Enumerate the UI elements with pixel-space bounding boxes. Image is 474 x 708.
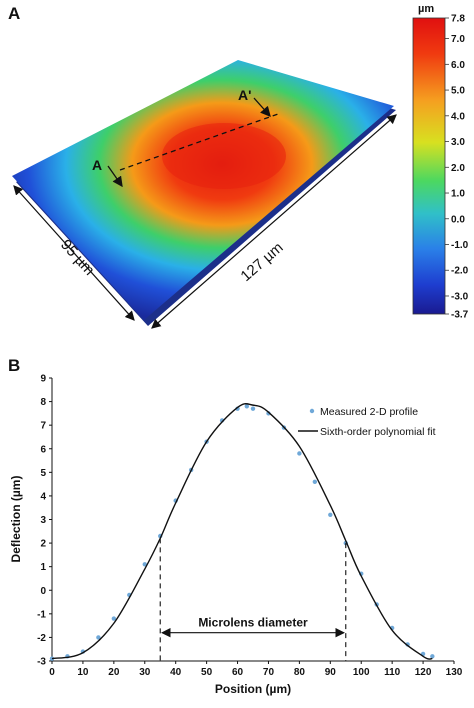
dim-width-label: 127 µm <box>237 239 286 285</box>
colorbar-tick-label: -3.7 <box>451 310 469 321</box>
x-tick-label: 60 <box>232 667 244 678</box>
colorbar-tick-label: 2.0 <box>451 163 465 174</box>
x-ticks: 0 10 20 30 40 50 60 70 80 90 100 110 120 130 <box>49 661 463 678</box>
colorbar-tick-label: 1.0 <box>451 189 465 200</box>
x-tick-label: 0 <box>49 667 55 678</box>
y-tick-label: 3 <box>40 515 46 526</box>
surface-plot-3d: A A' 95 µm 127 µm <box>12 60 397 329</box>
colorbar-ticks: 7.8 7.0 6.0 5.0 4.0 3.0 2.0 1.0 0.0 -1.0 -2.0 -3.0 -… <box>445 14 469 321</box>
profile-point <box>312 479 318 484</box>
section-label-left: A <box>92 157 102 173</box>
colorbar-tick-label: 4.0 <box>451 111 465 122</box>
y-ticks: -3 -2 -1 0 1 2 3 4 5 6 7 8 9 <box>37 374 52 668</box>
y-tick-label: 2 <box>40 539 46 550</box>
profile-point <box>244 404 250 409</box>
x-tick-label: 20 <box>108 667 120 678</box>
colorbar-tick-label: 5.0 <box>451 86 465 97</box>
panel-a-letter: A <box>8 4 21 23</box>
legend-marker-icon <box>309 408 315 414</box>
profile-point <box>111 616 117 621</box>
profile-point <box>142 562 147 567</box>
surface-plane <box>12 60 394 320</box>
colorbar-tick-label: -2.0 <box>451 266 469 277</box>
x-tick-label: 10 <box>77 667 89 678</box>
x-tick-label: 30 <box>139 667 151 678</box>
section-arrow-left <box>107 165 123 188</box>
x-tick-label: 120 <box>415 667 432 678</box>
y-tick-label: -2 <box>37 633 46 644</box>
colorbar-tick-label: -3.0 <box>451 291 469 302</box>
y-tick-label: 7 <box>40 421 46 432</box>
profile-point <box>250 406 256 411</box>
colorbar-tick-label: -1.0 <box>451 240 469 251</box>
y-tick-label: 6 <box>40 444 46 455</box>
x-tick-label: 130 <box>446 667 463 678</box>
x-tick-label: 110 <box>384 667 401 678</box>
profile-point <box>328 512 333 517</box>
colorbar-tick-label: 6.0 <box>451 60 465 71</box>
x-tick-label: 100 <box>353 667 370 678</box>
x-tick-label: 90 <box>325 667 337 678</box>
colorbar-rect <box>412 17 446 315</box>
y-tick-label: 5 <box>40 468 46 479</box>
section-label-right: A' <box>238 87 251 103</box>
legend: Measured 2-D profile Sixth-order polynom… <box>298 406 436 438</box>
dim-width-arrow <box>151 114 397 329</box>
section-arrow-right <box>253 97 271 117</box>
panel-b-letter: B <box>8 356 21 375</box>
y-tick-label: 1 <box>40 562 46 573</box>
x-tick-label: 40 <box>170 667 182 678</box>
y-tick-label: -3 <box>37 657 46 668</box>
x-tick-label: 80 <box>294 667 306 678</box>
x-tick-label: 50 <box>201 667 213 678</box>
profile-point <box>96 635 101 640</box>
legend-label-measured: Measured 2-D profile <box>320 406 418 418</box>
y-axis-label: Deflection (µm) <box>9 476 23 563</box>
y-tick-label: 9 <box>40 374 46 385</box>
colorbar-tick-label: 7.8 <box>451 14 465 25</box>
colorbar-tick-label: 7.0 <box>451 34 465 45</box>
diameter-label: Microlens diameter <box>198 616 308 630</box>
x-axis-label: Position (µm) <box>215 682 291 696</box>
colorbar-tick-label: 0.0 <box>451 214 465 225</box>
profile-point <box>430 654 435 659</box>
colorbar: µm 7.8 7.0 6.0 5.0 4.0 3.0 2.0 1.0 0.0 -1.0 -2.0 -3… <box>412 3 469 321</box>
dim-depth-arrow <box>13 185 135 321</box>
polynomial-fit-line <box>51 403 433 660</box>
colorbar-tick-label: 3.0 <box>451 137 465 148</box>
profile-point <box>297 451 302 456</box>
legend-label-fit: Sixth-order polynomial fit <box>320 426 436 438</box>
y-tick-label: -1 <box>37 609 46 620</box>
colorbar-unit: µm <box>418 3 434 15</box>
y-tick-label: 8 <box>40 397 46 408</box>
profile-chart: 0 10 20 30 40 50 60 70 80 90 100 110 120 130 -3 -2 -1 0 1… <box>9 374 463 697</box>
y-tick-label: 0 <box>40 586 46 597</box>
y-tick-label: 4 <box>40 491 46 502</box>
x-tick-label: 70 <box>263 667 275 678</box>
